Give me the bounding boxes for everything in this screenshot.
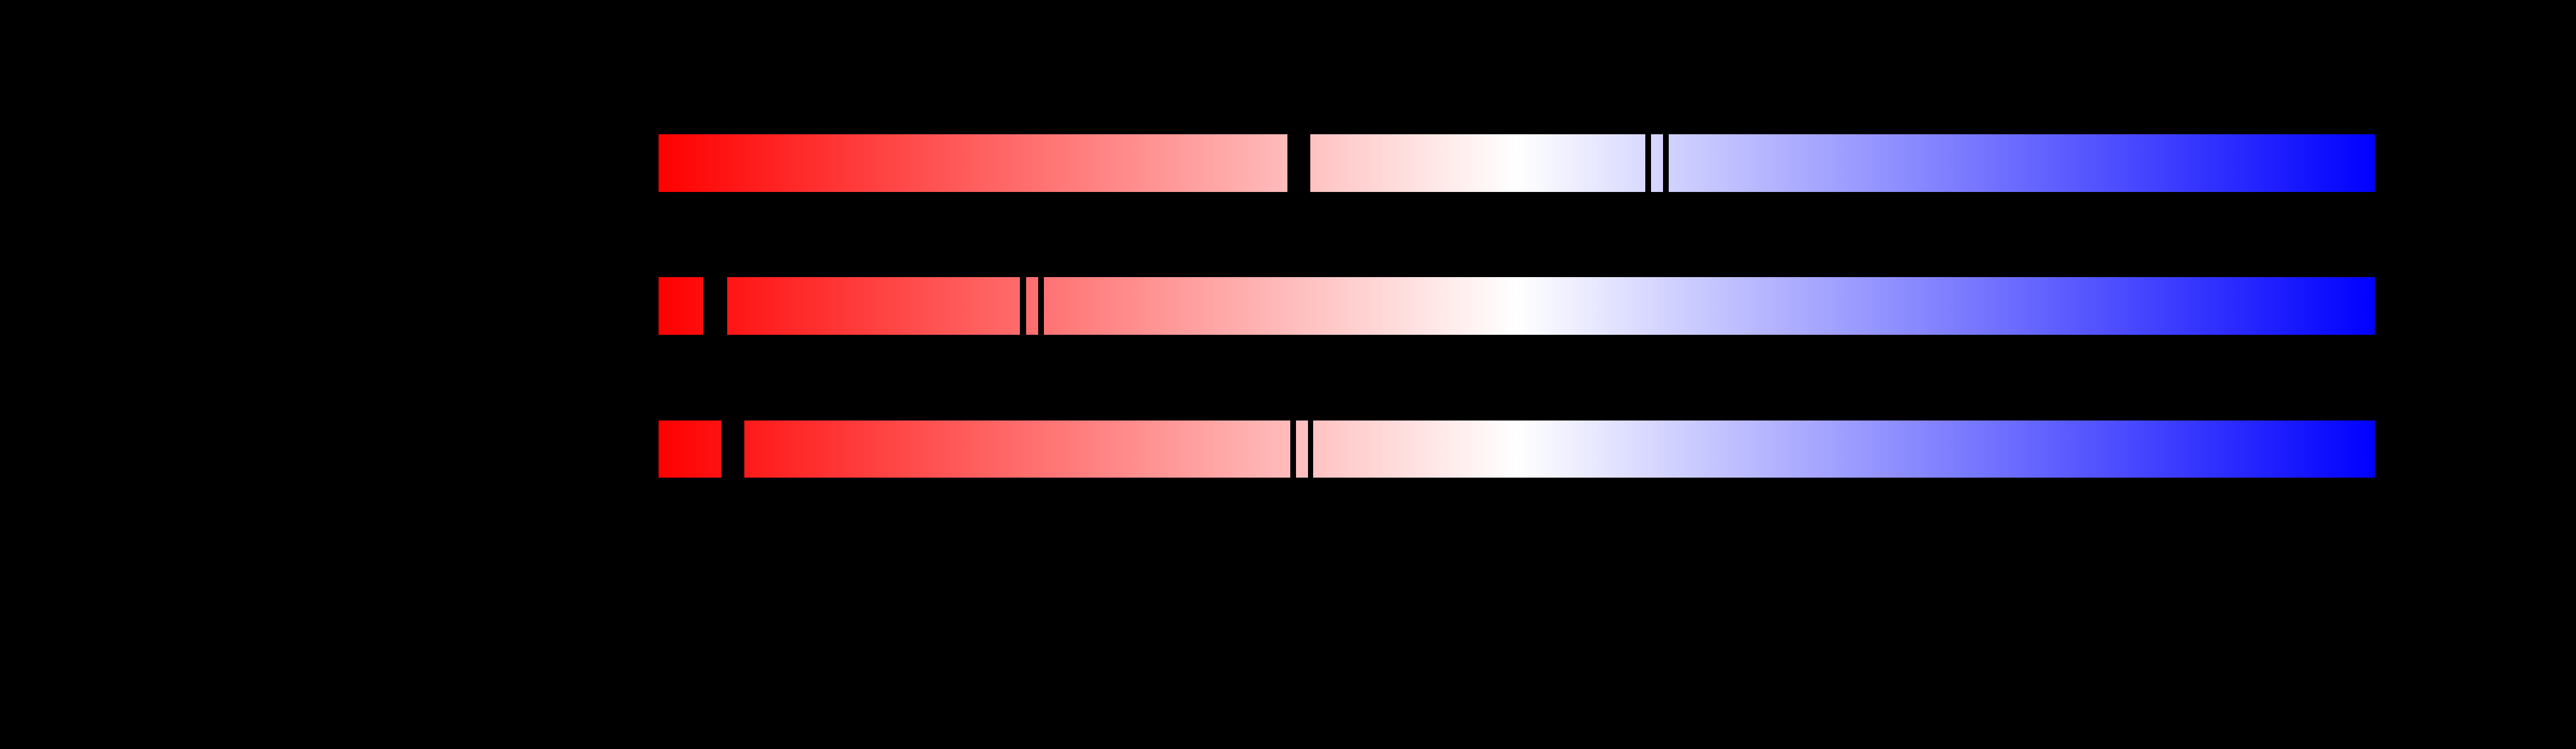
- tick-mark: [1645, 134, 1651, 192]
- tick-mark: [1038, 277, 1044, 335]
- tick-mark: [1308, 420, 1313, 478]
- tick-mark: [1663, 134, 1669, 192]
- tick-mark: [703, 277, 727, 335]
- tick-mark: [1287, 134, 1310, 192]
- tick-mark: [1020, 277, 1026, 335]
- colorbar-row-3: [659, 420, 2375, 478]
- colorbar-row-1: [659, 134, 2375, 192]
- colorbar-row-2: [659, 277, 2375, 335]
- tick-mark: [1290, 420, 1296, 478]
- tick-mark: [721, 420, 744, 478]
